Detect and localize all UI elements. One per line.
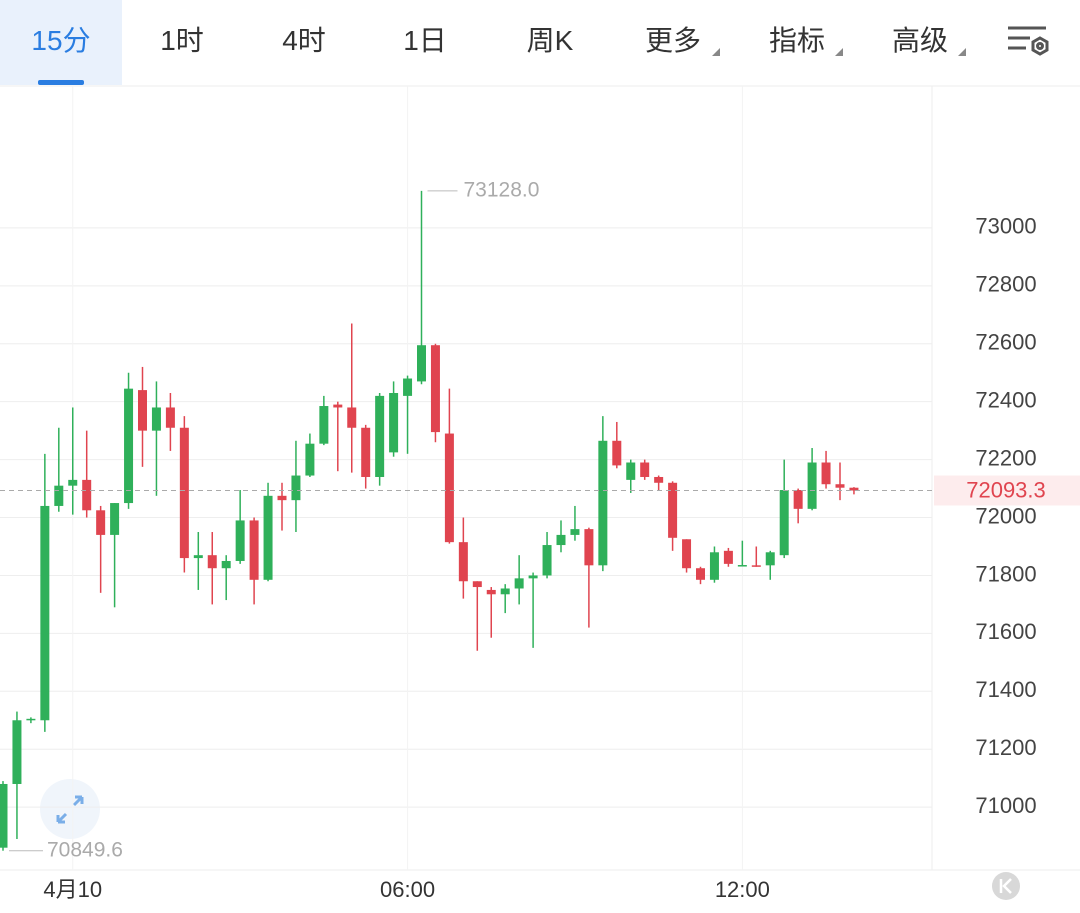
expand-button[interactable] xyxy=(40,779,100,839)
candle-body xyxy=(110,503,120,535)
x-tick-label: 06:00 xyxy=(380,877,435,902)
x-tick-label: 4月10 xyxy=(43,877,102,902)
tab[interactable]: 15分 xyxy=(0,0,122,85)
candle-body xyxy=(542,545,552,576)
candle-body xyxy=(598,440,608,566)
candle-body xyxy=(361,427,371,477)
candle-body xyxy=(849,487,859,491)
candle-body xyxy=(514,578,524,589)
candle-body xyxy=(458,542,468,582)
y-tick-label: 72000 xyxy=(975,503,1036,528)
candle-body xyxy=(584,529,594,566)
y-tick-label: 71800 xyxy=(975,561,1036,586)
candle-body xyxy=(0,783,8,848)
candle-body xyxy=(165,407,175,428)
y-tick-label: 71200 xyxy=(975,735,1036,760)
candle-body xyxy=(235,520,245,561)
candle-body xyxy=(305,443,315,476)
last-price-label: 72093.3 xyxy=(966,477,1046,502)
candle-body xyxy=(249,520,259,580)
candle-body xyxy=(179,427,189,559)
last-price-box xyxy=(934,475,1080,506)
candle-body xyxy=(486,589,496,595)
dropdown-arrow xyxy=(712,48,720,56)
candle-body xyxy=(26,718,36,721)
candle-body xyxy=(417,345,426,382)
candle-body xyxy=(96,510,106,535)
candle-body xyxy=(193,555,203,559)
high-label: 73128.0 xyxy=(464,178,540,201)
tab[interactable]: 指标 xyxy=(768,25,825,56)
y-tick-label: 71000 xyxy=(975,793,1036,818)
candle-body xyxy=(528,575,538,579)
candle-body xyxy=(291,475,301,501)
low-label: 70849.6 xyxy=(47,838,123,861)
y-tick-label: 73000 xyxy=(975,214,1036,239)
candle-body xyxy=(138,390,147,431)
candle-body xyxy=(723,550,733,564)
tab[interactable]: 更多 xyxy=(644,25,701,56)
reset-button[interactable] xyxy=(992,872,1020,900)
candle-body xyxy=(751,565,761,567)
candle-body xyxy=(54,485,64,506)
candle-body xyxy=(807,462,817,509)
dropdown-arrow xyxy=(958,48,966,56)
candle-body xyxy=(151,407,161,431)
tab[interactable]: 1日 xyxy=(403,25,447,56)
candle-body xyxy=(821,462,831,485)
settings-icon[interactable] xyxy=(1008,26,1049,56)
candle-body xyxy=(500,588,510,595)
candle-body xyxy=(696,568,705,580)
y-tick-label: 72400 xyxy=(975,387,1036,412)
y-tick-label: 72800 xyxy=(975,272,1036,297)
candle-body xyxy=(207,555,217,569)
x-tick-label: 12:00 xyxy=(715,877,770,902)
candle-body xyxy=(793,490,803,509)
y-tick-label: 71600 xyxy=(975,619,1036,644)
candle-body xyxy=(333,404,343,408)
candle-body xyxy=(389,392,399,453)
tab[interactable]: 周K xyxy=(526,25,574,56)
candle-body xyxy=(319,406,329,444)
tab[interactable]: 4时 xyxy=(282,25,326,56)
tab[interactable]: 高级 xyxy=(891,25,948,56)
candle-body xyxy=(779,490,789,556)
candle-body xyxy=(277,495,287,501)
candle-body xyxy=(263,495,273,580)
y-tick-label: 72200 xyxy=(975,445,1036,470)
y-tick-label: 72600 xyxy=(975,330,1036,355)
candle-body xyxy=(654,476,664,483)
candle-body xyxy=(430,345,440,433)
candle-body xyxy=(221,560,231,569)
candle-body xyxy=(626,462,636,480)
y-tick-label: 71400 xyxy=(975,677,1036,702)
candle-body xyxy=(124,388,134,504)
candle-body xyxy=(40,505,50,721)
candle-body xyxy=(403,378,413,396)
candle-body xyxy=(12,720,22,784)
candle-body xyxy=(375,395,385,477)
candle-body xyxy=(347,407,357,428)
candle-body xyxy=(835,484,845,488)
candle-body xyxy=(612,440,622,466)
candle-body xyxy=(709,552,719,580)
candle-body xyxy=(640,462,650,477)
candle-body xyxy=(556,534,566,546)
dropdown-arrow xyxy=(835,48,843,56)
candle-body xyxy=(472,581,482,588)
candle-body xyxy=(682,539,692,569)
candle-body xyxy=(668,482,678,538)
candle-body xyxy=(444,433,454,543)
candle-body xyxy=(765,552,775,566)
candle-body xyxy=(82,479,92,511)
candle-body xyxy=(737,565,747,567)
candle-body xyxy=(68,479,78,486)
candle-body xyxy=(570,529,580,535)
tab[interactable]: 1时 xyxy=(160,25,204,56)
